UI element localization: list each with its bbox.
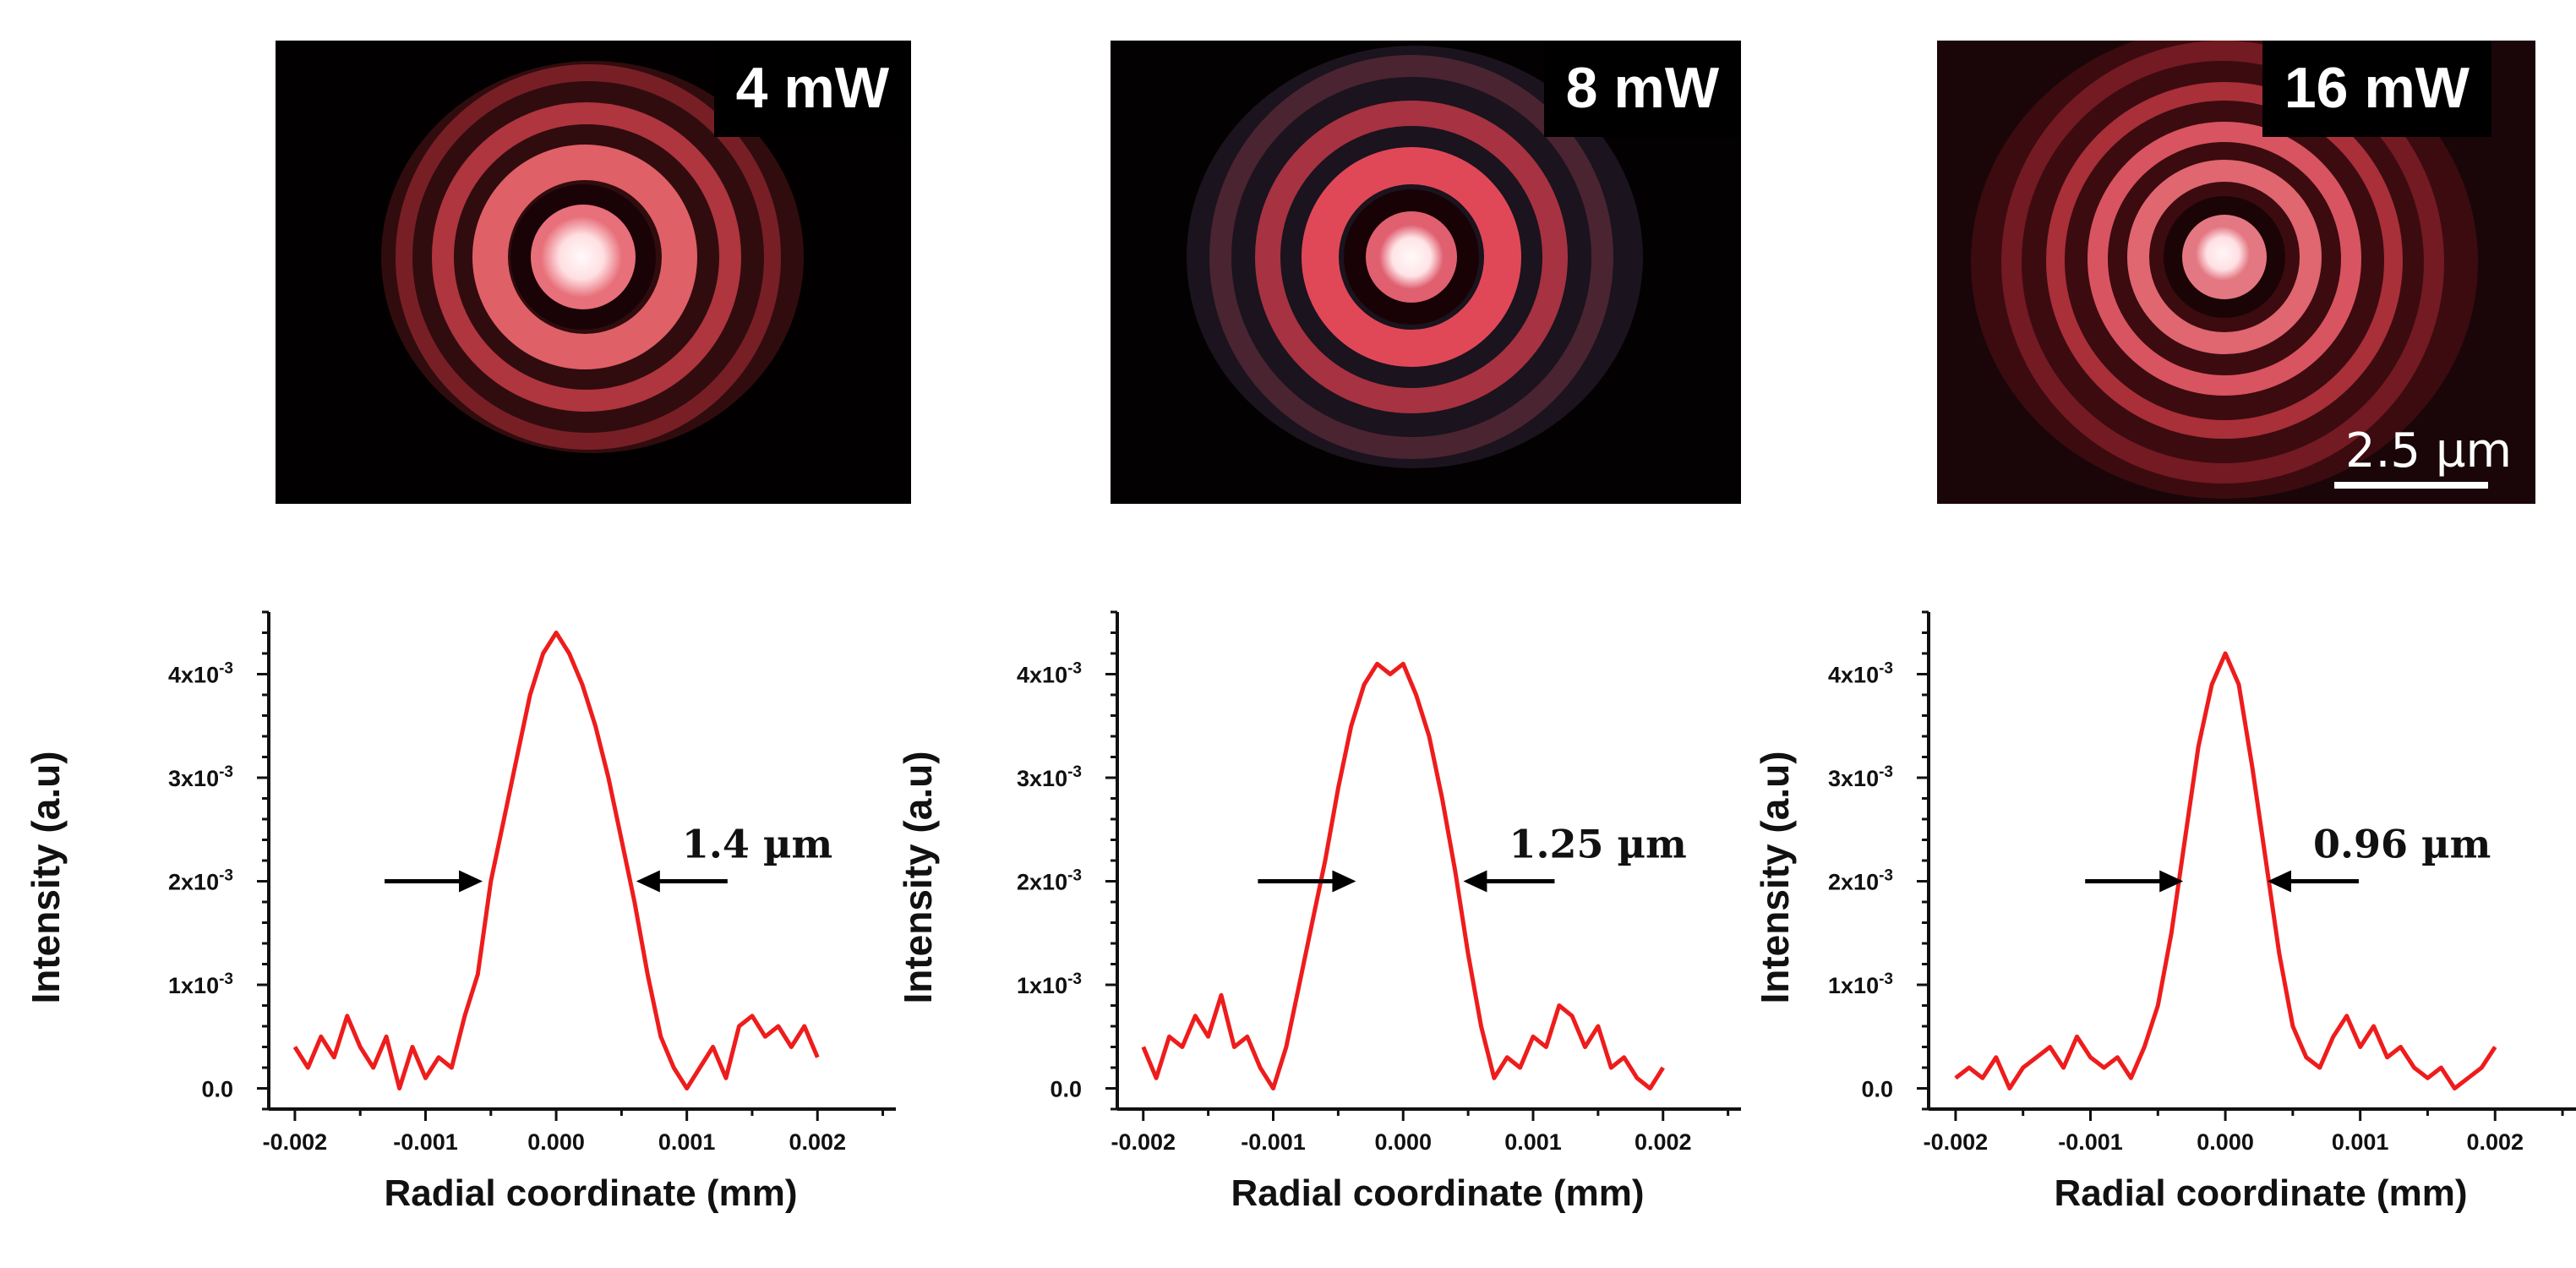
x-tick-label: 0.000 xyxy=(2197,1129,2254,1155)
power-label: 4 mW xyxy=(713,41,911,137)
y-tick-label: 0.0 xyxy=(1861,1077,1893,1102)
x-tick-label: 0.002 xyxy=(789,1129,846,1155)
y-tick-label: 1x10-3 xyxy=(168,970,233,998)
y-tick-label: 3x10-3 xyxy=(1017,763,1082,791)
x-tick-label: 0.001 xyxy=(2332,1129,2389,1155)
x-tick-label: 0.000 xyxy=(527,1129,585,1155)
beam-image-8mw: 8 mW xyxy=(1111,41,1741,504)
y-tick-label: 0.0 xyxy=(201,1077,233,1102)
x-tick-label: -0.001 xyxy=(393,1129,458,1155)
x-tick-label: 0.002 xyxy=(1635,1129,1692,1155)
y-tick-label: 1x10-3 xyxy=(1828,970,1893,998)
y-tick-label: 3x10-3 xyxy=(168,763,233,791)
fwhm-label: 0.96 µm xyxy=(2313,822,2491,867)
fwhm-arrowhead-left xyxy=(1332,870,1356,893)
fwhm-arrowhead-left xyxy=(459,870,483,893)
x-tick-label: 0.001 xyxy=(658,1129,716,1155)
fwhm-label: 1.25 µm xyxy=(1509,822,1686,867)
y-tick-label: 0.0 xyxy=(1050,1077,1082,1102)
x-axis-title: Radial coordinate (mm) xyxy=(1231,1172,1645,1214)
scale-bar xyxy=(2334,482,2488,489)
x-tick-label: -0.002 xyxy=(1924,1129,1989,1155)
scale-bar-label: 2.5 µm xyxy=(2344,424,2512,478)
x-axis-title: Radial coordinate (mm) xyxy=(385,1172,798,1214)
power-label: 8 mW xyxy=(1543,41,1741,137)
profile-plot-8mw: -0.002 -0.001 0.000 0.001 0.002 0.0 1x10-3 2x10… xyxy=(896,610,1741,1214)
y-tick-label: 2x10-3 xyxy=(1017,867,1082,895)
power-label: 16 mW xyxy=(2262,41,2491,137)
y-tick-label: 2x10-3 xyxy=(168,867,233,895)
y-tick-label: 1x10-3 xyxy=(1017,970,1082,998)
fwhm-arrowhead-right xyxy=(2267,870,2291,893)
x-tick-label: -0.001 xyxy=(1241,1129,1306,1155)
y-tick-label: 3x10-3 xyxy=(1828,763,1893,791)
ring-pattern xyxy=(1187,46,1643,468)
fwhm-label: 1.4 µm xyxy=(682,822,832,867)
y-tick-label: 2x10-3 xyxy=(1828,867,1893,895)
beam-image-4mw: 4 mW xyxy=(276,41,911,504)
y-tick-label: 4x10-3 xyxy=(1828,660,1893,688)
y-tick-label: 4x10-3 xyxy=(168,660,233,688)
x-tick-label: -0.002 xyxy=(1111,1129,1176,1155)
ring-pattern xyxy=(1971,41,2478,499)
x-tick-label: 0.001 xyxy=(1504,1129,1562,1155)
series-line xyxy=(1141,661,1665,1090)
y-axis-title: Intensity (a.u) xyxy=(24,751,68,1003)
profile-plot-4mw: -0.002 -0.001 0.000 0.001 0.002 0.0 1x10-3 2x10… xyxy=(24,610,896,1214)
profile-plot-16mw: -0.002 -0.001 0.000 0.001 0.002 0.0 1x10-3 2x10… xyxy=(1753,610,2576,1214)
ring-pattern xyxy=(381,61,804,453)
series-line xyxy=(1954,651,2497,1090)
x-axis-title: Radial coordinate (mm) xyxy=(2055,1172,2468,1214)
series-line xyxy=(292,631,820,1090)
x-tick-label: -0.001 xyxy=(2058,1129,2123,1155)
fwhm-arrowhead-left xyxy=(2159,870,2184,893)
y-axis-title: Intensity (a.u) xyxy=(1753,751,1797,1003)
y-tick-label: 4x10-3 xyxy=(1017,660,1082,688)
x-tick-label: 0.002 xyxy=(2466,1129,2524,1155)
fwhm-arrowhead-right xyxy=(1463,870,1487,893)
fwhm-arrowhead-right xyxy=(636,870,660,893)
beam-image-16mw: 16 mW 2.5 µm xyxy=(1937,41,2535,504)
x-tick-label: 0.000 xyxy=(1374,1129,1432,1155)
y-axis-title: Intensity (a.u) xyxy=(896,751,940,1003)
x-tick-label: -0.002 xyxy=(263,1129,328,1155)
